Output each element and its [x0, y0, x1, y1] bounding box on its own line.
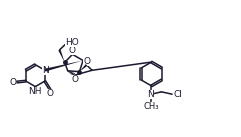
Text: N: N — [42, 66, 48, 75]
Text: CH₃: CH₃ — [144, 102, 159, 111]
Text: Cl: Cl — [174, 90, 182, 99]
Text: NH: NH — [28, 87, 41, 96]
Text: O: O — [9, 78, 16, 87]
Polygon shape — [80, 64, 87, 72]
Polygon shape — [58, 50, 65, 62]
Text: O: O — [71, 75, 78, 84]
Polygon shape — [44, 61, 83, 72]
Text: O: O — [47, 89, 54, 98]
Text: HO: HO — [65, 38, 79, 47]
Text: O: O — [68, 46, 75, 55]
Text: N: N — [147, 90, 154, 99]
Text: O: O — [83, 57, 90, 66]
